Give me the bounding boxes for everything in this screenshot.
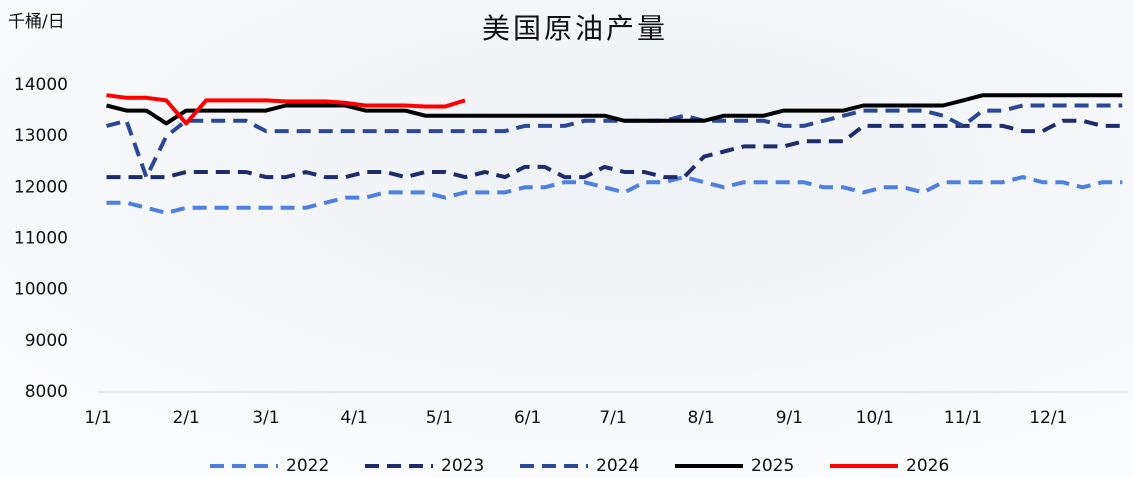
y-tick-label: 14000 bbox=[14, 75, 68, 95]
y-tick-label: 11000 bbox=[14, 229, 68, 249]
series-line bbox=[106, 175, 1123, 215]
legend-label: 2022 bbox=[286, 456, 329, 476]
x-tick-label: 7/1 bbox=[599, 408, 626, 428]
legend-label: 2026 bbox=[906, 456, 949, 476]
x-tick-label: 12/1 bbox=[1029, 408, 1067, 428]
x-tick-label: 9/1 bbox=[776, 408, 803, 428]
legend-label: 2025 bbox=[751, 456, 794, 476]
x-tick-label: 10/1 bbox=[856, 408, 894, 428]
x-tick-label: 5/1 bbox=[426, 408, 453, 428]
chart-title: 美国原油产量 bbox=[482, 12, 668, 45]
x-tick-label: 6/1 bbox=[514, 408, 541, 428]
y-tick-label: 13000 bbox=[14, 126, 68, 146]
y-tick-label: 10000 bbox=[14, 280, 68, 300]
y-tick-label: 8000 bbox=[25, 382, 68, 402]
x-tick-label: 3/1 bbox=[252, 408, 279, 428]
x-tick-label: 11/1 bbox=[944, 408, 982, 428]
legend-label: 2024 bbox=[596, 456, 639, 476]
y-tick-label: 9000 bbox=[25, 331, 68, 351]
x-tick-label: 4/1 bbox=[340, 408, 367, 428]
series-line bbox=[106, 93, 1123, 126]
x-tick-label: 2/1 bbox=[173, 408, 200, 428]
x-tick-label: 8/1 bbox=[688, 408, 715, 428]
legend-label: 2023 bbox=[441, 456, 484, 476]
series-line bbox=[106, 93, 466, 126]
y-axis-label: 千桶/日 bbox=[8, 12, 65, 32]
x-tick-label: 1/1 bbox=[84, 408, 111, 428]
series-line bbox=[106, 103, 1123, 180]
y-tick-label: 12000 bbox=[14, 177, 68, 197]
